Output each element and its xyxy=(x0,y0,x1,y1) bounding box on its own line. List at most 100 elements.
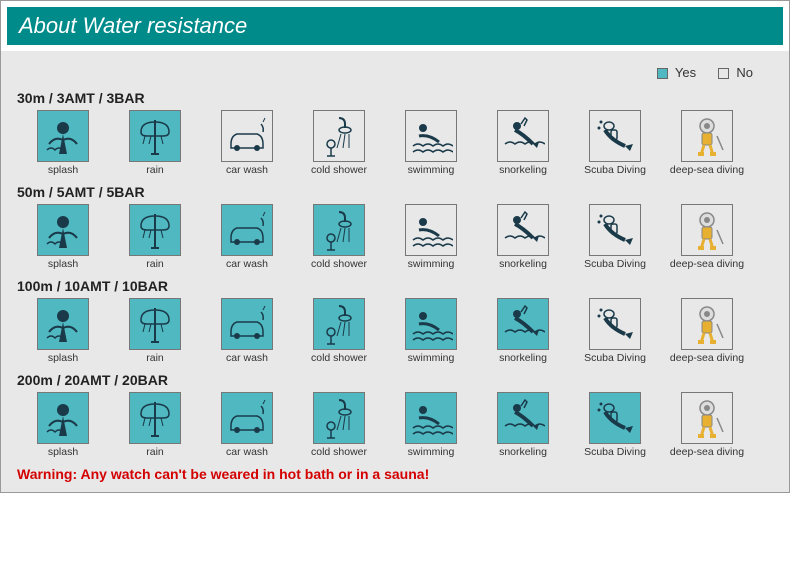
activity-tile-carwash xyxy=(221,298,273,350)
activity-cell: deep-sea diving xyxy=(661,110,753,176)
activity-tile-coldshower xyxy=(313,298,365,350)
activity-caption: rain xyxy=(109,164,201,176)
activity-caption: snorkeling xyxy=(477,164,569,176)
activity-cell: rain xyxy=(109,204,201,270)
activity-caption: deep-sea diving xyxy=(661,352,753,364)
activity-cell: snorkeling xyxy=(477,110,569,176)
legend-swatch-yes xyxy=(657,68,668,79)
activity-caption: car wash xyxy=(201,352,293,364)
rating-title: 100m / 10AMT / 10BAR xyxy=(17,278,773,294)
activity-tile-scuba xyxy=(589,110,641,162)
activity-row: splashraincar washcold showerswimmingsno… xyxy=(17,392,773,458)
activity-caption: rain xyxy=(109,258,201,270)
activity-cell: Scuba Diving xyxy=(569,204,661,270)
scuba-diving-icon xyxy=(593,396,637,440)
activity-caption: Scuba Diving xyxy=(569,446,661,458)
content-area: Yes No 30m / 3AMT / 3BARsplashraincar wa… xyxy=(1,51,789,492)
cold-shower-icon xyxy=(317,208,361,252)
activity-cell: splash xyxy=(17,110,109,176)
activity-tile-carwash xyxy=(221,204,273,256)
cold-shower-icon xyxy=(317,302,361,346)
activity-cell: splash xyxy=(17,298,109,364)
activity-tile-snorkeling xyxy=(497,392,549,444)
car-wash-icon xyxy=(225,396,269,440)
activity-row: splashraincar washcold showerswimmingsno… xyxy=(17,298,773,364)
activity-tile-rain xyxy=(129,204,181,256)
splash-icon xyxy=(41,114,85,158)
activity-tile-splash xyxy=(37,392,89,444)
car-wash-icon xyxy=(225,208,269,252)
activity-cell: swimming xyxy=(385,110,477,176)
activity-cell: deep-sea diving xyxy=(661,298,753,364)
activity-tile-swimming xyxy=(405,110,457,162)
header-title: About Water resistance xyxy=(5,5,785,47)
activity-caption: splash xyxy=(17,258,109,270)
activity-tile-snorkeling xyxy=(497,110,549,162)
activity-cell: swimming xyxy=(385,298,477,364)
activity-cell: cold shower xyxy=(293,392,385,458)
activity-caption: car wash xyxy=(201,258,293,270)
deep-sea-diving-icon xyxy=(685,396,729,440)
activity-tile-snorkeling xyxy=(497,204,549,256)
activity-caption: deep-sea diving xyxy=(661,446,753,458)
activity-caption: swimming xyxy=(385,164,477,176)
activity-tile-rain xyxy=(129,392,181,444)
deep-sea-diving-icon xyxy=(685,208,729,252)
activity-tile-deepsea xyxy=(681,110,733,162)
activity-cell: Scuba Diving xyxy=(569,392,661,458)
legend: Yes No xyxy=(17,59,773,90)
panel: About Water resistance Yes No 30m / 3AMT… xyxy=(0,0,790,493)
swimming-icon xyxy=(409,114,453,158)
activity-cell: rain xyxy=(109,298,201,364)
rain-icon xyxy=(133,396,177,440)
activity-tile-splash xyxy=(37,110,89,162)
rating-section: 100m / 10AMT / 10BAR splashraincar washco… xyxy=(17,278,773,364)
activity-caption: Scuba Diving xyxy=(569,352,661,364)
rating-title: 30m / 3AMT / 3BAR xyxy=(17,90,773,106)
activity-caption: splash xyxy=(17,446,109,458)
warning-text: Warning: Any watch can't be weared in ho… xyxy=(17,466,773,482)
activity-caption: snorkeling xyxy=(477,258,569,270)
activity-cell: cold shower xyxy=(293,110,385,176)
activity-caption: Scuba Diving xyxy=(569,258,661,270)
activity-caption: car wash xyxy=(201,446,293,458)
activity-tile-swimming xyxy=(405,298,457,350)
activity-caption: snorkeling xyxy=(477,352,569,364)
activity-tile-deepsea xyxy=(681,392,733,444)
activity-caption: deep-sea diving xyxy=(661,164,753,176)
activity-tile-deepsea xyxy=(681,204,733,256)
rain-icon xyxy=(133,208,177,252)
deep-sea-diving-icon xyxy=(685,302,729,346)
activity-caption: rain xyxy=(109,446,201,458)
activity-tile-coldshower xyxy=(313,392,365,444)
activity-tile-scuba xyxy=(589,204,641,256)
activity-cell: snorkeling xyxy=(477,392,569,458)
splash-icon xyxy=(41,208,85,252)
activity-caption: splash xyxy=(17,352,109,364)
activity-tile-rain xyxy=(129,110,181,162)
activity-cell: cold shower xyxy=(293,298,385,364)
activity-cell: snorkeling xyxy=(477,298,569,364)
activity-tile-splash xyxy=(37,298,89,350)
snorkeling-icon xyxy=(501,396,545,440)
activity-caption: swimming xyxy=(385,446,477,458)
activity-caption: rain xyxy=(109,352,201,364)
snorkeling-icon xyxy=(501,302,545,346)
ratings-container: 30m / 3AMT / 3BARsplashraincar washcold … xyxy=(17,90,773,458)
scuba-diving-icon xyxy=(593,114,637,158)
activity-caption: snorkeling xyxy=(477,446,569,458)
swimming-icon xyxy=(409,396,453,440)
activity-tile-scuba xyxy=(589,298,641,350)
swimming-icon xyxy=(409,302,453,346)
activity-cell: Scuba Diving xyxy=(569,298,661,364)
rain-icon xyxy=(133,114,177,158)
activity-tile-deepsea xyxy=(681,298,733,350)
activity-cell: rain xyxy=(109,392,201,458)
rating-title: 200m / 20AMT / 20BAR xyxy=(17,372,773,388)
scuba-diving-icon xyxy=(593,208,637,252)
legend-no-label: No xyxy=(736,65,753,80)
activity-cell: Scuba Diving xyxy=(569,110,661,176)
activity-caption: cold shower xyxy=(293,352,385,364)
activity-caption: cold shower xyxy=(293,258,385,270)
activity-cell: splash xyxy=(17,392,109,458)
